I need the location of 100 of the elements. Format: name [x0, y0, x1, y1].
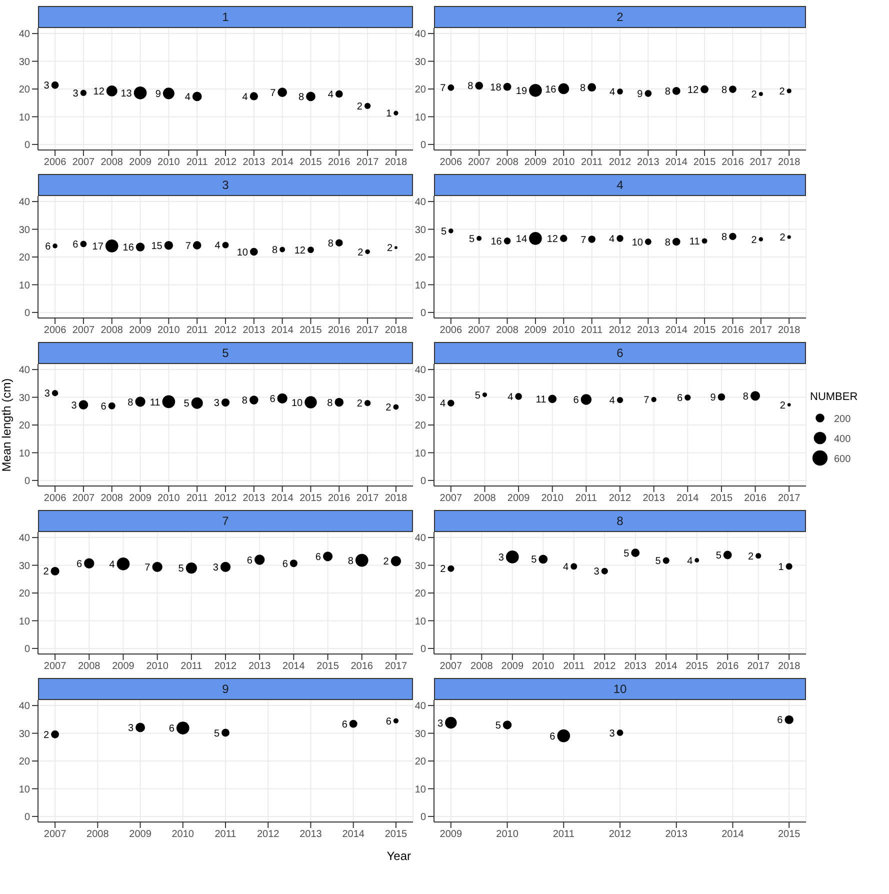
y-tick-label: 10 [414, 280, 426, 292]
annotation: 7 [144, 562, 151, 574]
chart-title: 9 [38, 678, 413, 700]
x-tick-label: 2015 [316, 661, 340, 672]
x-tick-label: 2015 [686, 661, 708, 672]
y-tick-label: 0 [24, 308, 30, 320]
y-tick-label: 20 [18, 252, 30, 264]
x-tick-label: 2017 [747, 661, 770, 672]
y-tick-label: 30 [18, 56, 30, 68]
annotation: 16 [545, 84, 557, 96]
x-tick-label: 2011 [575, 493, 598, 504]
x-tick-label: 2010 [541, 493, 564, 504]
x-tick-label: 2017 [750, 325, 772, 336]
annotation: 5 [624, 548, 630, 560]
annotation: 8 [242, 396, 248, 407]
x-tick-label: 2018 [778, 661, 801, 672]
annotation: 16 [122, 242, 134, 254]
x-tick-label: 2013 [637, 325, 660, 336]
annotation: 1 [386, 108, 392, 120]
x-tick-label: 2011 [214, 829, 237, 840]
annotation: 9 [637, 88, 644, 100]
annotation: 12 [93, 86, 105, 98]
x-tick-label: 2017 [750, 157, 772, 168]
x-tick-label: 2013 [624, 661, 647, 672]
y-tick-label: 0 [24, 644, 30, 656]
y-tick-label: 40 [414, 29, 426, 40]
annotation: 6 [777, 715, 784, 726]
x-tick-label: 2010 [552, 325, 576, 336]
x-tick-label: 2010 [496, 829, 519, 840]
x-tick-label: 2006 [440, 325, 462, 336]
x-tick-label: 2007 [468, 325, 491, 336]
y-tick-label: 0 [420, 476, 426, 488]
annotation: 1 [778, 562, 784, 573]
annotation: 8 [580, 82, 586, 94]
y-tick-label: 0 [420, 644, 426, 656]
annotation: 16 [490, 236, 502, 248]
x-tick-label: 2013 [637, 157, 660, 168]
x-tick-label: 2009 [524, 157, 548, 168]
x-tick-label: 2015 [384, 829, 408, 840]
x-tick-label: 2010 [532, 661, 555, 672]
y-tick-label: 30 [414, 392, 426, 404]
x-tick-label: 2012 [214, 325, 238, 336]
x-tick-label: 2011 [581, 157, 604, 168]
annotation: 5 [495, 720, 502, 732]
x-tick-label: 2017 [778, 493, 801, 504]
legend-title: NUMBER [810, 391, 858, 403]
x-tick-label: 2014 [665, 157, 688, 168]
annotation: 3 [498, 552, 504, 564]
annotation: 8 [721, 84, 728, 96]
x-tick-label: 2014 [676, 493, 700, 504]
annotation: 8 [348, 556, 354, 567]
y-tick-label: 0 [420, 812, 426, 824]
x-tick-label: 2013 [242, 157, 266, 168]
y-tick-label: 10 [414, 784, 426, 796]
y-tick-label: 40 [18, 365, 30, 376]
annotation: 11 [150, 397, 161, 408]
x-tick-label: 2011 [552, 829, 575, 840]
y-tick-label: 20 [18, 588, 30, 600]
annotation: 6 [550, 731, 556, 742]
x-tick-label: 2010 [172, 829, 194, 840]
x-tick-label: 2007 [44, 661, 67, 672]
y-tick-label: 40 [414, 365, 426, 376]
y-tick-label: 20 [18, 420, 30, 432]
annotation: 4 [214, 240, 221, 252]
x-tick-label: 2017 [356, 325, 380, 336]
x-tick-label: 2008 [474, 493, 496, 504]
annotation: 11 [536, 394, 547, 406]
y-tick-label: 30 [18, 224, 30, 236]
annotation: 2 [356, 101, 363, 112]
annotation: 6 [45, 241, 52, 252]
y-tick-label: 40 [18, 701, 30, 712]
annotation: 3 [72, 88, 79, 100]
x-tick-label: 2011 [186, 325, 208, 336]
y-tick-label: 10 [18, 784, 30, 796]
x-tick-label: 2018 [384, 493, 408, 504]
x-tick-label: 2012 [214, 493, 238, 504]
annotation: 7 [644, 395, 650, 406]
chart-title: 3 [38, 174, 413, 196]
x-tick-label: 2006 [44, 325, 67, 336]
annotation: 10 [632, 237, 644, 248]
chart-title: 4 [434, 174, 806, 196]
annotation: 5 [214, 728, 220, 740]
annotation: 6 [100, 401, 107, 412]
x-tick-label: 2015 [693, 325, 716, 336]
x-tick-label: 2008 [496, 325, 519, 336]
x-tick-label: 2013 [248, 661, 272, 672]
annotation: 8 [272, 245, 278, 256]
y-tick-label: 0 [24, 140, 30, 152]
annotation: 6 [76, 558, 82, 570]
annotation: 2 [43, 566, 50, 578]
x-tick-label: 2009 [112, 661, 135, 672]
x-tick-label: 2015 [693, 157, 716, 168]
x-tick-label: 2007 [468, 157, 491, 168]
annotation: 7 [185, 240, 192, 252]
x-tick-label: 2008 [496, 157, 519, 168]
x-tick-label: 2009 [129, 829, 152, 840]
y-tick-label: 10 [18, 280, 30, 292]
x-tick-label: 2009 [129, 493, 152, 504]
x-tick-label: 2008 [78, 661, 101, 672]
annotation: 3 [214, 398, 220, 410]
